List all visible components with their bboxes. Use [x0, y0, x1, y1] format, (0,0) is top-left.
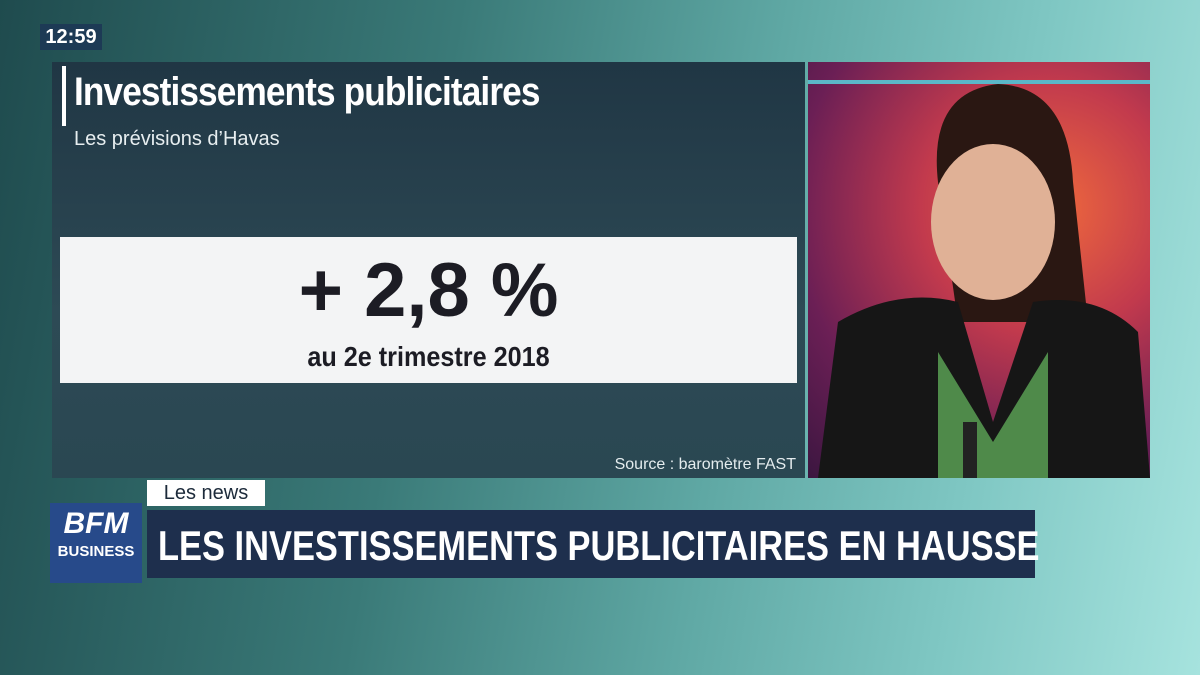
- title-accent: [62, 66, 66, 126]
- clock: 12:59: [40, 24, 102, 50]
- graphic-title: Investissements publicitaires: [74, 70, 540, 114]
- logo-channel: BUSINESS: [57, 543, 135, 560]
- headline-bar: [147, 510, 1035, 578]
- face: [931, 144, 1055, 300]
- channel-logo: BFM BUSINESS: [50, 503, 142, 583]
- video-feed: [808, 62, 1150, 478]
- logo-brand: BFM: [63, 507, 129, 540]
- graphic-subtitle: Les prévisions d’Havas: [74, 128, 280, 150]
- microphone: [963, 422, 977, 478]
- presenter: [808, 80, 1150, 478]
- news-tag: Les news: [147, 480, 265, 506]
- headline: LES INVESTISSEMENTS PUBLICITAIRES EN HAU…: [158, 522, 1040, 569]
- figure: + 2,8 %: [298, 248, 559, 333]
- source: Source : baromètre FAST: [614, 456, 796, 473]
- backdrop-line: [808, 80, 1150, 84]
- figure-box: + 2,8 % au 2e trimestre 2018: [60, 237, 797, 383]
- jacket: [818, 297, 1150, 478]
- figure-caption: au 2e trimestre 2018: [307, 341, 550, 372]
